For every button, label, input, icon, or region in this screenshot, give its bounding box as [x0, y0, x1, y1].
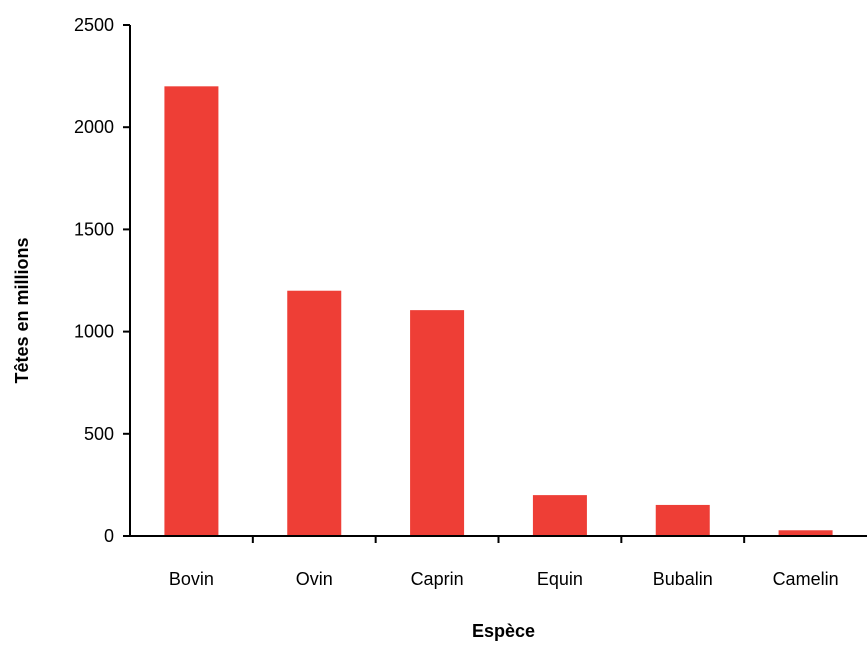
- bar-equin: [532, 495, 587, 536]
- bar-bovin: [164, 86, 219, 536]
- x-tick-label: Caprin: [411, 569, 464, 589]
- bar-bubalin: [655, 504, 710, 536]
- y-tick-label: 0: [104, 526, 114, 546]
- y-tick-label: 2500: [74, 15, 114, 35]
- x-axis-title: Espèce: [472, 621, 535, 641]
- bar-caprin: [410, 310, 465, 536]
- bars-layer: [164, 86, 833, 536]
- y-axis-title: Têtes en millions: [12, 237, 32, 383]
- axes-layer: [123, 25, 867, 537]
- bar-camelin: [778, 530, 833, 536]
- y-tick-label: 2000: [74, 117, 114, 137]
- x-tick-label: Equin: [537, 569, 583, 589]
- y-ticks: 0 500 1000 1500 2000 2500: [74, 15, 130, 546]
- x-tick-label: Bubalin: [653, 569, 713, 589]
- x-tick-label: Camelin: [773, 569, 839, 589]
- bar-ovin: [287, 290, 342, 536]
- x-tick-label: Bovin: [169, 569, 214, 589]
- y-tick-label: 1000: [74, 322, 114, 342]
- x-tick-label: Ovin: [296, 569, 333, 589]
- y-tick-label: 1500: [74, 219, 114, 239]
- x-ticks: Bovin Ovin Caprin Equin Bubalin Camelin: [169, 536, 839, 589]
- y-tick-label: 500: [84, 424, 114, 444]
